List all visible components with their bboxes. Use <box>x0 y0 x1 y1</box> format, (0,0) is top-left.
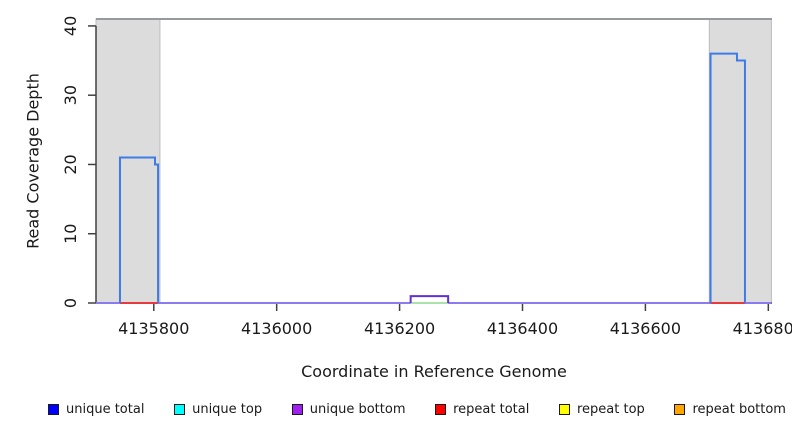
y-tick-label: 10 <box>61 224 80 244</box>
legend-label: repeat top <box>577 401 645 417</box>
legend-swatch <box>435 403 447 415</box>
series-unique-total <box>118 156 160 303</box>
legend-swatch <box>559 403 570 415</box>
y-axis-title: Read Coverage Depth <box>23 73 43 249</box>
x-tick-label: 4135800 <box>118 319 189 338</box>
legend-item-repeat-bottom: repeat bottom <box>674 402 786 417</box>
y-tick-label: 20 <box>61 154 80 174</box>
legend-label: repeat bottom <box>692 401 786 417</box>
series-unique-total <box>709 52 746 303</box>
legend-swatch <box>674 403 686 415</box>
x-tick-label: 4136000 <box>241 319 312 338</box>
legend-label: unique bottom <box>309 401 406 417</box>
legend-label: unique top <box>192 401 263 417</box>
shaded-region <box>708 18 772 304</box>
y-tick-label: 30 <box>61 85 80 105</box>
x-tick-label: 4136400 <box>487 319 558 338</box>
x-tick-label: 4136800 <box>733 319 792 338</box>
legend-item-unique-top: unique top <box>174 402 262 417</box>
legend-item-repeat-total: repeat total <box>435 402 529 417</box>
legend-swatch <box>174 403 186 415</box>
legend-item-repeat-top: repeat top <box>559 402 645 417</box>
legend: unique total unique top unique bottom repea… <box>48 398 786 420</box>
series-unique-bottom <box>409 295 450 303</box>
x-tick-label: 4136200 <box>364 319 435 338</box>
legend-item-unique-total: unique total <box>48 402 144 417</box>
x-tick-label: 4136600 <box>610 319 681 338</box>
x-axis-title: Coordinate in Reference Genome <box>301 362 567 381</box>
legend-swatch <box>291 403 303 415</box>
legend-swatch <box>48 403 59 415</box>
legend-item-unique-bottom: unique bottom <box>291 401 406 417</box>
shaded-region <box>95 18 161 304</box>
legend-label: unique total <box>66 401 145 417</box>
legend-label: repeat total <box>453 401 530 417</box>
y-tick-label: 40 <box>61 16 80 36</box>
y-tick-label: 0 <box>61 298 80 308</box>
